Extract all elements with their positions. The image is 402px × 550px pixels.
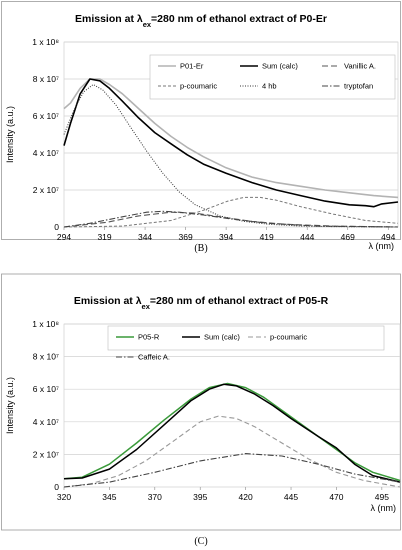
y-tick-label: 4 x 10⁷	[33, 417, 59, 427]
x-tick-label: 445	[284, 492, 298, 502]
x-tick-label: 319	[97, 232, 111, 242]
x-tick-label: 469	[341, 232, 355, 242]
x-tick-label: 495	[375, 492, 389, 502]
legend-label: p-coumaric	[180, 82, 217, 91]
chart-frame	[1, 273, 401, 531]
y-axis-label: Intensity (a.u.)	[5, 106, 15, 163]
y-tick-label: 2 x 10⁷	[33, 185, 59, 195]
y-tick-label: 0	[54, 222, 59, 232]
x-tick-label: 370	[148, 492, 162, 502]
x-tick-label: 470	[329, 492, 343, 502]
emission-chart-c: Emission at λex=280 nm of ethanol extrac…	[1, 273, 401, 531]
x-tick-label: 395	[193, 492, 207, 502]
y-tick-label: 1 x 10⁸	[32, 37, 59, 47]
chart-title: Emission at λex=280 nm of ethanol extrac…	[75, 13, 327, 29]
x-tick-label: 394	[219, 232, 233, 242]
x-tick-label: 320	[57, 492, 71, 502]
y-tick-label: 2 x 10⁷	[33, 449, 59, 459]
chart-title: Emission at λex=280 nm of ethanol extrac…	[74, 295, 329, 311]
x-tick-label: 420	[239, 492, 253, 502]
legend-label: Sum (calc)	[204, 333, 240, 342]
emission-chart-b: Emission at λex=280 nm of ethanol extrac…	[1, 1, 401, 251]
x-tick-label: 494	[381, 232, 395, 242]
x-tick-label: 344	[138, 232, 152, 242]
y-tick-label: 8 x 10⁷	[33, 352, 59, 362]
series-line-p-coumaric	[63, 415, 401, 488]
y-tick-label: 0	[54, 482, 59, 492]
legend-box	[107, 325, 385, 351]
legend: P05-R Sum (calc) p-coumaric Caffeic A.	[107, 325, 385, 362]
legend: P01-Er Sum (calc) Vanillic A. p-coumaric 4 h…	[149, 54, 396, 100]
chart-panel-c: Emission at λex=280 nm of ethanol extrac…	[0, 272, 402, 550]
series-line-4-hb	[63, 84, 399, 228]
y-tick-label: 6 x 10⁷	[33, 111, 59, 121]
x-tick-label: 419	[260, 232, 274, 242]
x-axis-label: λ (nm)	[369, 241, 395, 251]
panel-label-b: (B)	[194, 243, 208, 254]
y-tick-label: 8 x 10⁷	[33, 74, 59, 84]
series-line-caffeic-a-	[63, 453, 401, 488]
chart-panel-b: Emission at λex=280 nm of ethanol extrac…	[0, 0, 402, 258]
legend-label: Vanillic A.	[344, 62, 376, 71]
legend-label: p-coumaric	[270, 333, 307, 342]
panel-label-c: (C)	[194, 536, 208, 547]
chart-frame	[1, 1, 401, 240]
legend-box	[149, 54, 396, 100]
x-tick-label: 369	[179, 232, 193, 242]
x-tick-label: 345	[102, 492, 116, 502]
y-tick-label: 6 x 10⁷	[33, 384, 59, 394]
x-tick-label: 444	[300, 232, 314, 242]
series-line-tryptofan	[63, 210, 399, 228]
series-line-sum-calc-	[63, 383, 401, 483]
x-axis-label: λ (nm)	[371, 503, 397, 513]
legend-label: tryptofan	[344, 82, 373, 91]
legend-label: 4 hb	[262, 82, 277, 91]
legend-label: Sum (calc)	[262, 62, 298, 71]
x-tick-label: 294	[57, 232, 71, 242]
legend-label: P05-R	[138, 333, 160, 342]
y-axis-label: Intensity (a.u.)	[5, 377, 15, 434]
y-tick-label: 4 x 10⁷	[33, 148, 59, 158]
series-line-vanillic-a-	[63, 211, 399, 228]
series-line-p-coumaric	[63, 196, 399, 228]
series-line-sum-calc-	[63, 78, 399, 208]
legend-label: Caffeic A.	[138, 353, 170, 362]
legend-label: P01-Er	[180, 62, 204, 71]
y-tick-label: 1 x 10⁸	[32, 319, 59, 329]
